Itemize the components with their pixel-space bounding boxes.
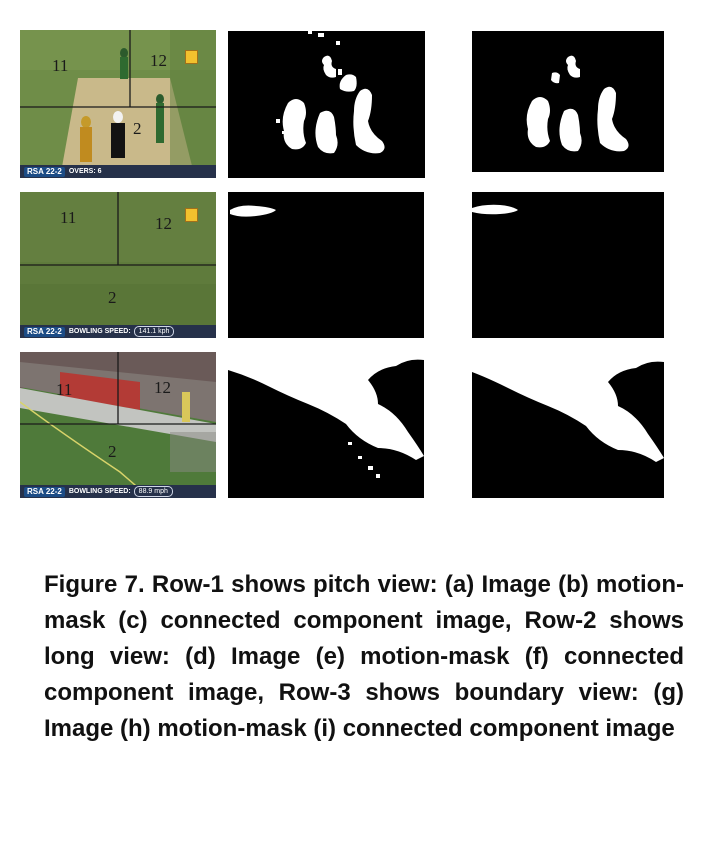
bowling-speed-value: 88.9 mph <box>133 486 173 497</box>
figure-caption: Figure 7. Row-1 shows pitch view: (a) Im… <box>44 571 684 742</box>
region-number-12: 12 <box>155 214 172 233</box>
connected-component-blobs <box>472 204 518 215</box>
score-bar: RSA 22-2 BOWLING SPEED: 88.9 mph <box>20 485 216 498</box>
region-number-12: 12 <box>150 51 167 70</box>
score-badge: RSA 22-2 <box>24 486 65 497</box>
score-badge: RSA 22-2 <box>24 166 65 177</box>
score-bar: RSA 22-2 BOWLING SPEED: 141.1 kph <box>20 325 216 338</box>
pitch-view-image: 11 12 2 RSA 22-2 OVERS: 6 <box>20 30 216 178</box>
long-view-connected-components <box>472 192 664 338</box>
long-view-image: 11 12 2 RSA 22-2 BOWLING SPEED: 141.1 kp… <box>20 192 216 338</box>
connected-component-blobs <box>526 55 629 152</box>
region-number-11: 11 <box>56 380 73 399</box>
boundary-view-scene <box>20 352 216 498</box>
channel-logo <box>185 208 198 222</box>
score-bar-text: BOWLING SPEED: <box>68 487 131 495</box>
score-badge: RSA 22-2 <box>24 326 65 337</box>
boundary-view-image: 11 12 2 RSA 22-2 BOWLING SPEED: 88.9 mph <box>20 352 216 498</box>
boundary-view-connected-components <box>472 354 664 498</box>
region-number-2: 2 <box>108 288 117 307</box>
score-bar: RSA 22-2 OVERS: 6 <box>20 165 216 178</box>
region-number-12: 12 <box>154 378 171 397</box>
motion-mask-blobs <box>228 352 424 478</box>
region-number-2: 2 <box>133 119 142 138</box>
score-bar-text: BOWLING SPEED: <box>68 327 131 335</box>
channel-logo <box>185 50 198 64</box>
score-bar-text: OVERS: 6 <box>68 167 102 175</box>
region-number-2: 2 <box>108 442 117 461</box>
boundary-view-motion-mask <box>228 352 424 498</box>
motion-mask-blobs <box>230 205 276 217</box>
connected-component-blobs <box>472 354 664 462</box>
pitch-view-motion-mask <box>228 31 425 178</box>
motion-mask-blobs <box>276 31 385 154</box>
bowling-speed-value: 141.1 kph <box>133 326 175 337</box>
pitch-view-connected-components <box>472 31 664 172</box>
pitch-view-scene <box>20 30 216 178</box>
region-number-11: 11 <box>60 208 77 227</box>
long-view-motion-mask <box>228 192 424 338</box>
region-number-11: 11 <box>52 56 69 75</box>
